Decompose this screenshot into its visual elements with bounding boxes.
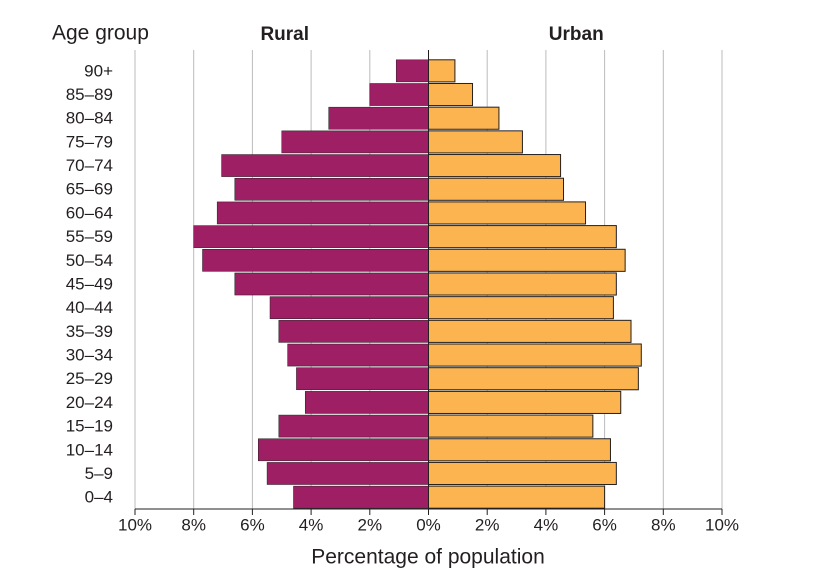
bar [328,106,429,130]
bar [281,130,429,154]
x-axis-label: Percentage of population [311,546,545,569]
bar [428,367,639,391]
x-tick-label: 4% [534,515,559,534]
series-label: Urban [549,24,604,45]
bar [428,106,500,130]
y-tick-label: 90+ [84,61,113,80]
bar [221,154,429,177]
y-tick-label: 25–29 [66,369,113,388]
y-tick-label: 30–34 [66,346,113,365]
x-tick-label: 10% [118,515,152,534]
y-tick-label: 65–69 [66,180,113,199]
bar [428,461,617,486]
bar [428,59,456,83]
bar [258,438,429,462]
bar [428,319,632,343]
y-tick-label: 0–4 [85,488,113,507]
y-tick-label: 55–59 [66,227,113,246]
bar [193,225,429,248]
y-tick-label: 10–14 [66,440,113,459]
bar [266,462,429,485]
bar [369,83,429,106]
bar [296,367,429,391]
bar [428,225,617,249]
x-tick-label: 6% [240,515,265,534]
y-tick-label: 40–44 [66,298,113,317]
bar [293,485,429,509]
bar [304,391,429,414]
x-tick-label: 2% [475,515,500,534]
bar [234,177,429,201]
y-tick-label: 5–9 [85,464,113,483]
bar [428,130,523,154]
bar [278,414,429,438]
bar [216,201,429,225]
bar [428,485,606,509]
x-tick-label: 2% [358,515,383,534]
x-tick-label: 8% [181,515,206,534]
y-tick-label: 20–24 [66,393,113,412]
bar [428,414,594,438]
y-tick-label: 15–19 [66,417,113,436]
bar [287,343,429,367]
bar [428,154,562,178]
bar [428,177,565,201]
y-tick-label: 75–79 [66,132,113,151]
y-tick-label: 70–74 [66,156,113,175]
y-tick-label: 80–84 [66,109,113,128]
bar [428,390,622,414]
y-tick-label: 60–64 [66,203,113,222]
y-tick-label: 45–49 [66,274,113,293]
bar [428,438,611,462]
bar [395,59,429,83]
y-tick-label: 50–54 [66,251,113,270]
x-tick-label: 10% [705,515,739,534]
bar [234,272,429,296]
series-label: Rural [260,24,309,45]
bar [428,272,617,296]
y-axis-label: Age group [52,22,149,45]
x-tick-label: 0% [416,515,441,534]
y-tick-label: 85–89 [66,85,113,104]
bar [278,320,429,343]
x-tick-label: 4% [299,515,324,534]
x-tick-label: 6% [592,515,617,534]
bar [428,343,642,367]
bar [428,248,626,272]
bar [428,201,587,225]
x-tick-label: 8% [651,515,676,534]
bar [269,296,429,319]
y-tick-label: 35–39 [66,322,113,341]
bar [428,82,474,107]
bar [202,249,429,272]
bar [428,296,614,320]
